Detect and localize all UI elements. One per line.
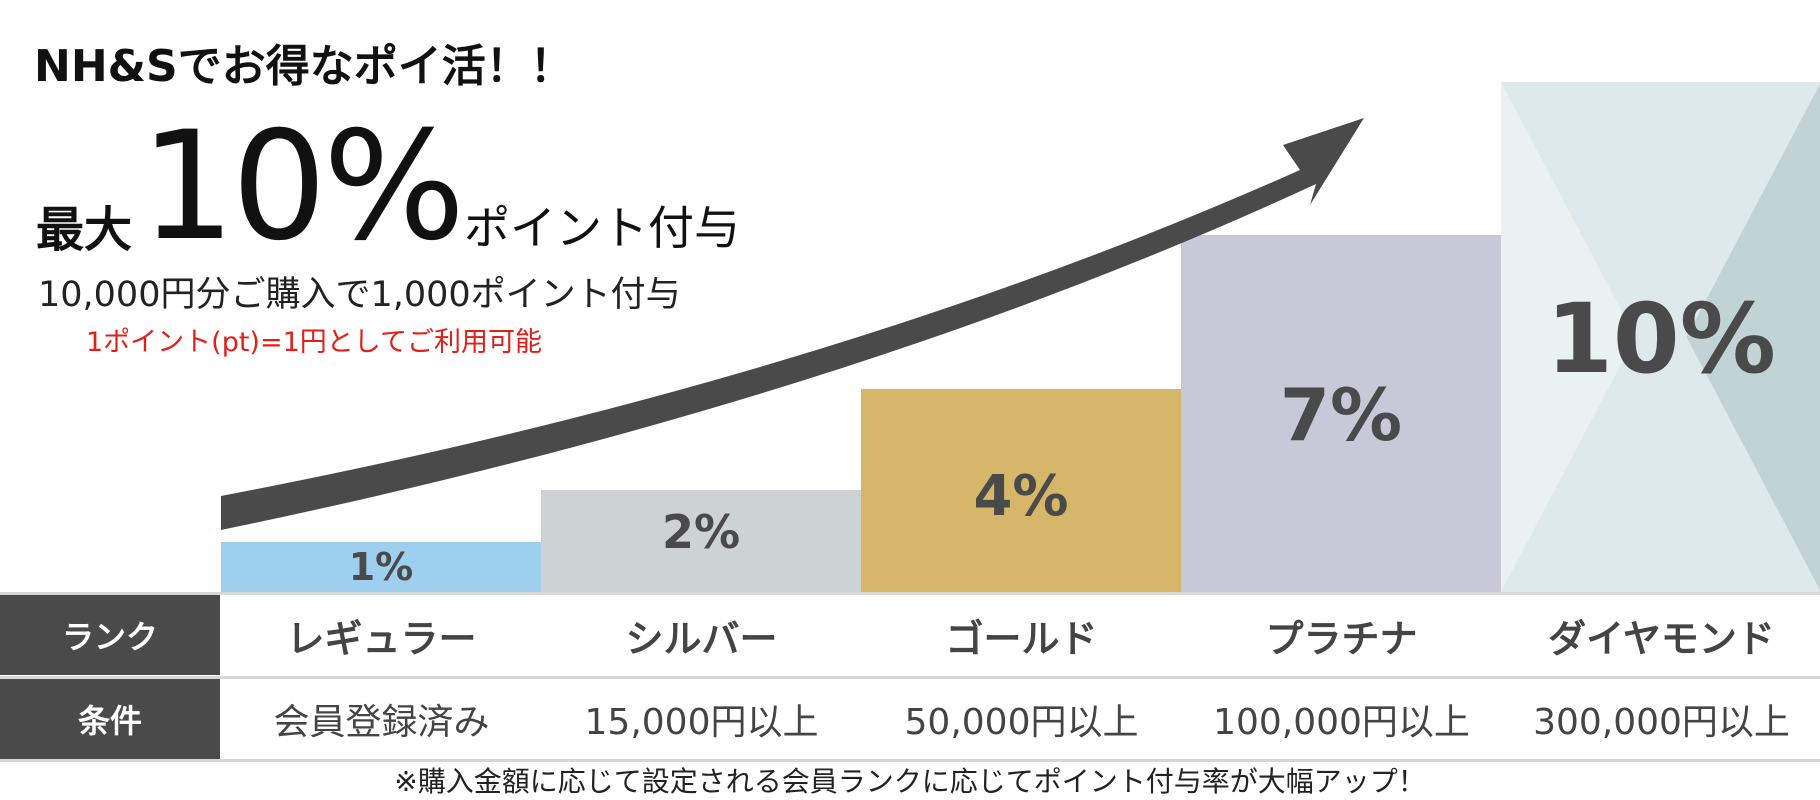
rank-regular: レギュラー bbox=[286, 616, 477, 661]
data-label-diamond: 10% bbox=[1546, 283, 1776, 395]
diamond-facet-right bbox=[1686, 83, 1820, 591]
condition-row: 条件 会員登録済み 15,000円以上 50,000円以上 100,000円以上… bbox=[0, 676, 1820, 762]
bar-silver bbox=[541, 490, 861, 592]
bar-platinum bbox=[1181, 235, 1501, 592]
rank-diamond: ダイヤモンド bbox=[1548, 616, 1775, 661]
condition-silver: 15,000円以上 bbox=[584, 702, 819, 743]
condition-gold: 50,000円以上 bbox=[904, 702, 1139, 743]
rank-platinum: プラチナ bbox=[1265, 616, 1418, 661]
condition-row-header: 条件 bbox=[0, 679, 220, 759]
data-label-gold: 4% bbox=[973, 464, 1068, 529]
growth-arrow bbox=[221, 118, 1364, 530]
rank-row: ランク レギュラー シルバー ゴールド プラチナ ダイヤモンド bbox=[0, 592, 1820, 675]
purchase-example: 10,000円分ご購入で1,000ポイント付与 bbox=[38, 275, 681, 315]
condition-regular: 会員登録済み bbox=[273, 702, 490, 743]
rank-bar-chart: 1% 2% 4% 7% 10% bbox=[221, 82, 1820, 592]
data-label-platinum: 7% bbox=[1280, 373, 1402, 457]
rank-silver: シルバー bbox=[625, 616, 778, 661]
footnote: ※購入金額に応じて設定される会員ランクに応じてポイント付与率が大幅アップ！ bbox=[394, 765, 1426, 798]
data-label-regular: 1% bbox=[349, 545, 414, 589]
max-rate-value: 10% bbox=[140, 100, 465, 274]
rank-row-header: ランク bbox=[0, 595, 220, 675]
condition-diamond: 300,000円以上 bbox=[1533, 702, 1790, 743]
max-rate-suffix: ポイント付与 bbox=[464, 201, 740, 255]
max-prefix: 最大 bbox=[36, 202, 133, 258]
data-label-silver: 2% bbox=[662, 505, 740, 559]
headline: NH&Sでお得なポイ活！！ bbox=[34, 41, 574, 92]
bar-gold bbox=[861, 389, 1181, 592]
condition-platinum: 100,000円以上 bbox=[1213, 702, 1470, 743]
diamond-facet-left bbox=[1501, 82, 1636, 592]
bar-regular bbox=[221, 542, 541, 592]
rank-gold: ゴールド bbox=[945, 616, 1098, 661]
point-value-note: 1ポイント(pt)=1円としてご利用可能 bbox=[86, 327, 542, 358]
